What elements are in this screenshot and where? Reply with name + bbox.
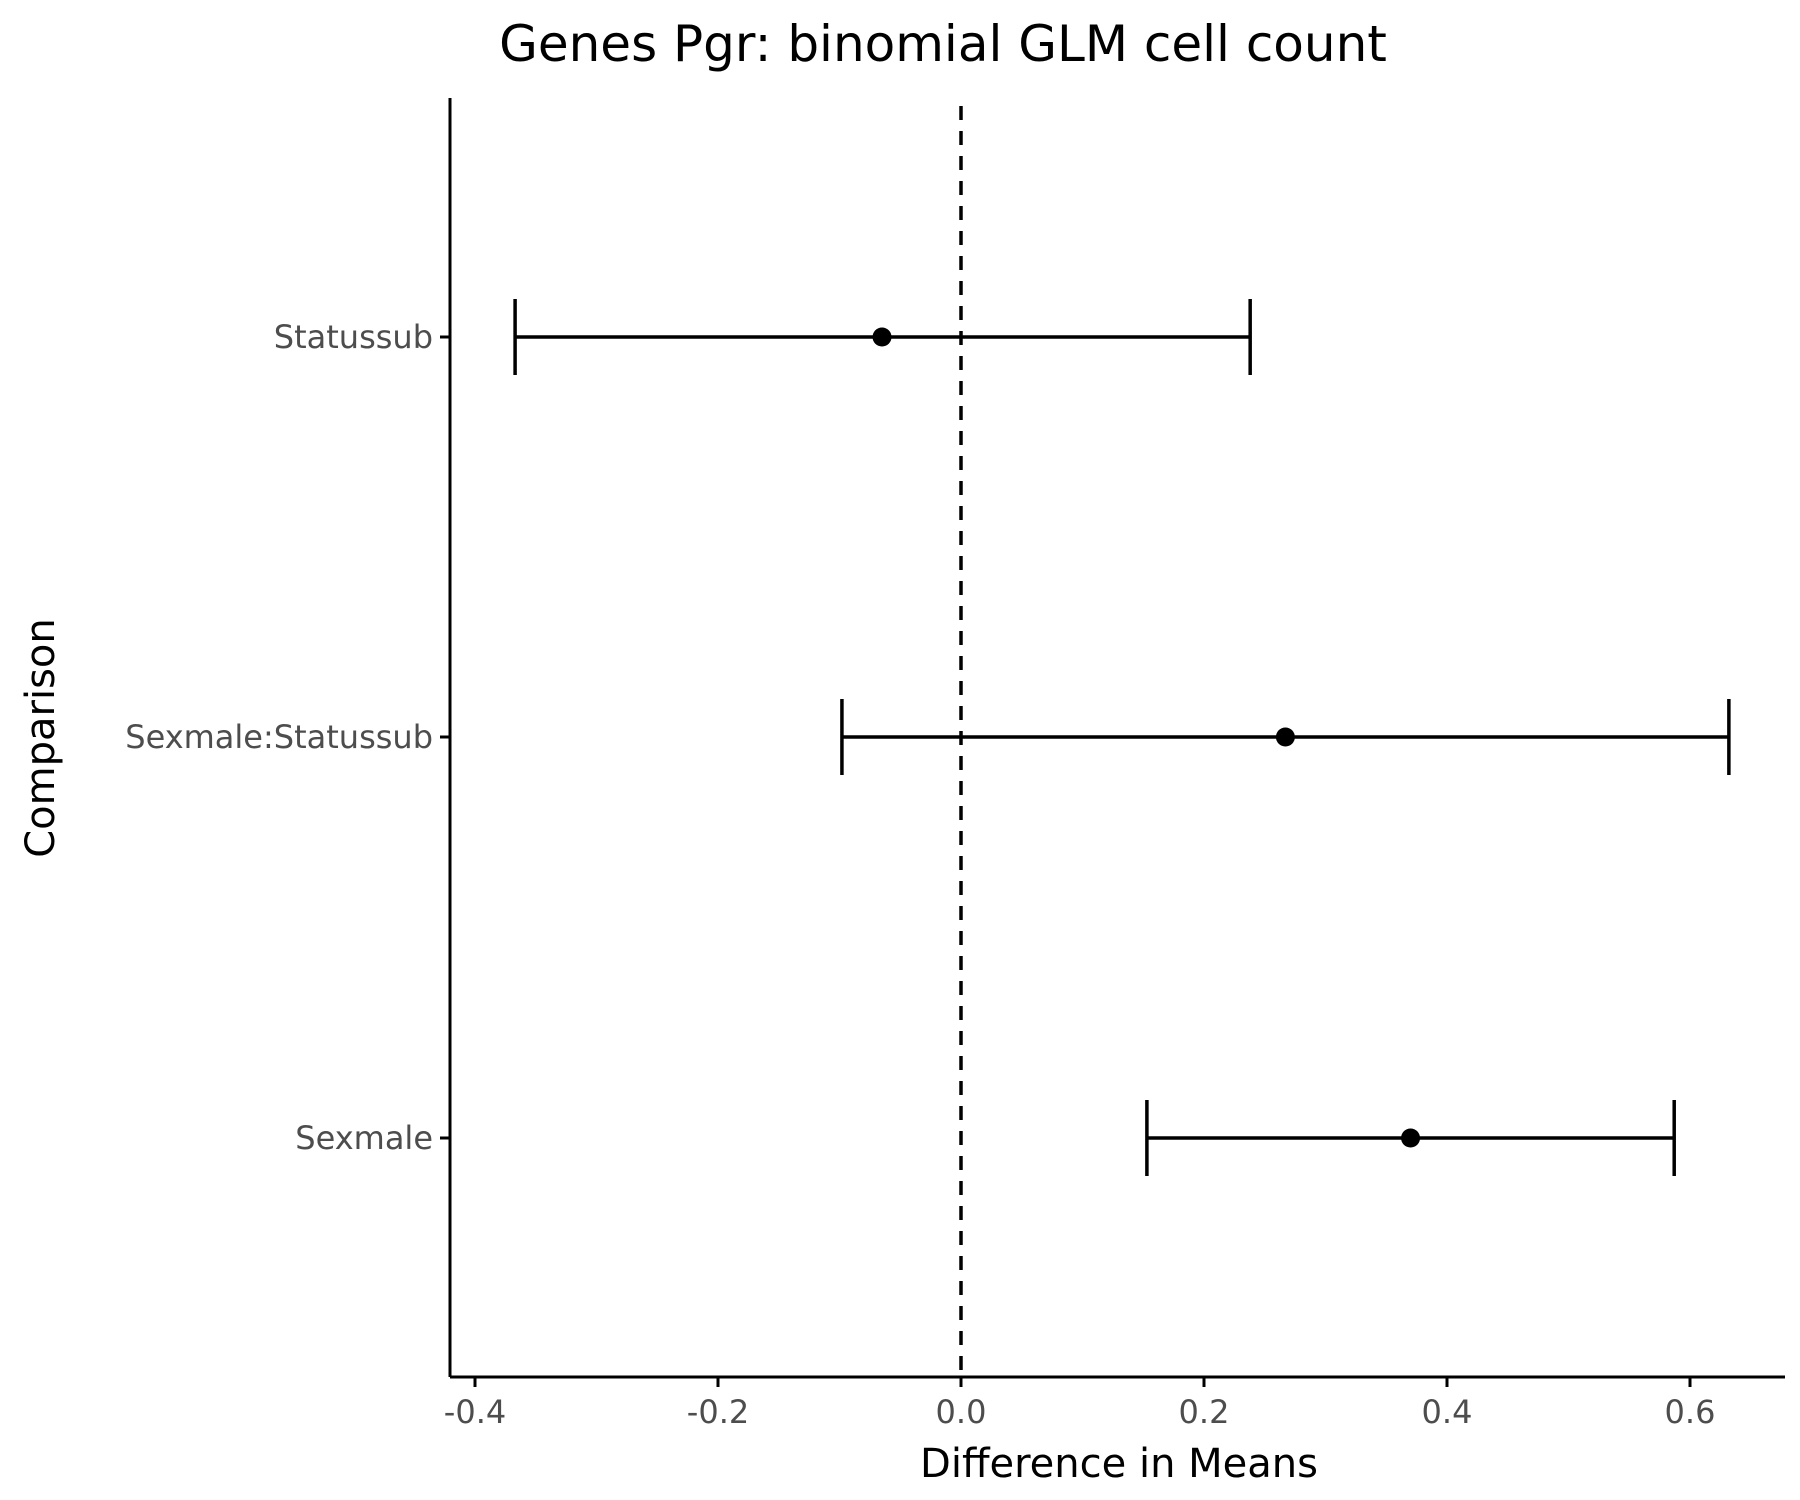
x-tick-label: 0.2 [1179,1393,1230,1431]
estimate-point [872,327,892,347]
y-tick-label: Sexmale:Statussub [125,718,433,756]
x-tick-label: 0.6 [1665,1393,1716,1431]
y-tick-label: Statussub [274,318,433,356]
estimate-point [1401,1128,1421,1148]
x-axis-title: Difference in Means [920,1441,1318,1487]
y-axis-title: Comparison [18,618,64,858]
x-tick-label: 0.0 [936,1393,987,1431]
chart-title: Genes Pgr: binomial GLM cell count [499,15,1387,73]
x-tick-label: -0.4 [444,1393,506,1431]
estimate-point [1275,727,1295,747]
y-tick-label: Sexmale [295,1119,433,1157]
x-tick-label: 0.4 [1422,1393,1473,1431]
x-tick-label: -0.2 [687,1393,749,1431]
